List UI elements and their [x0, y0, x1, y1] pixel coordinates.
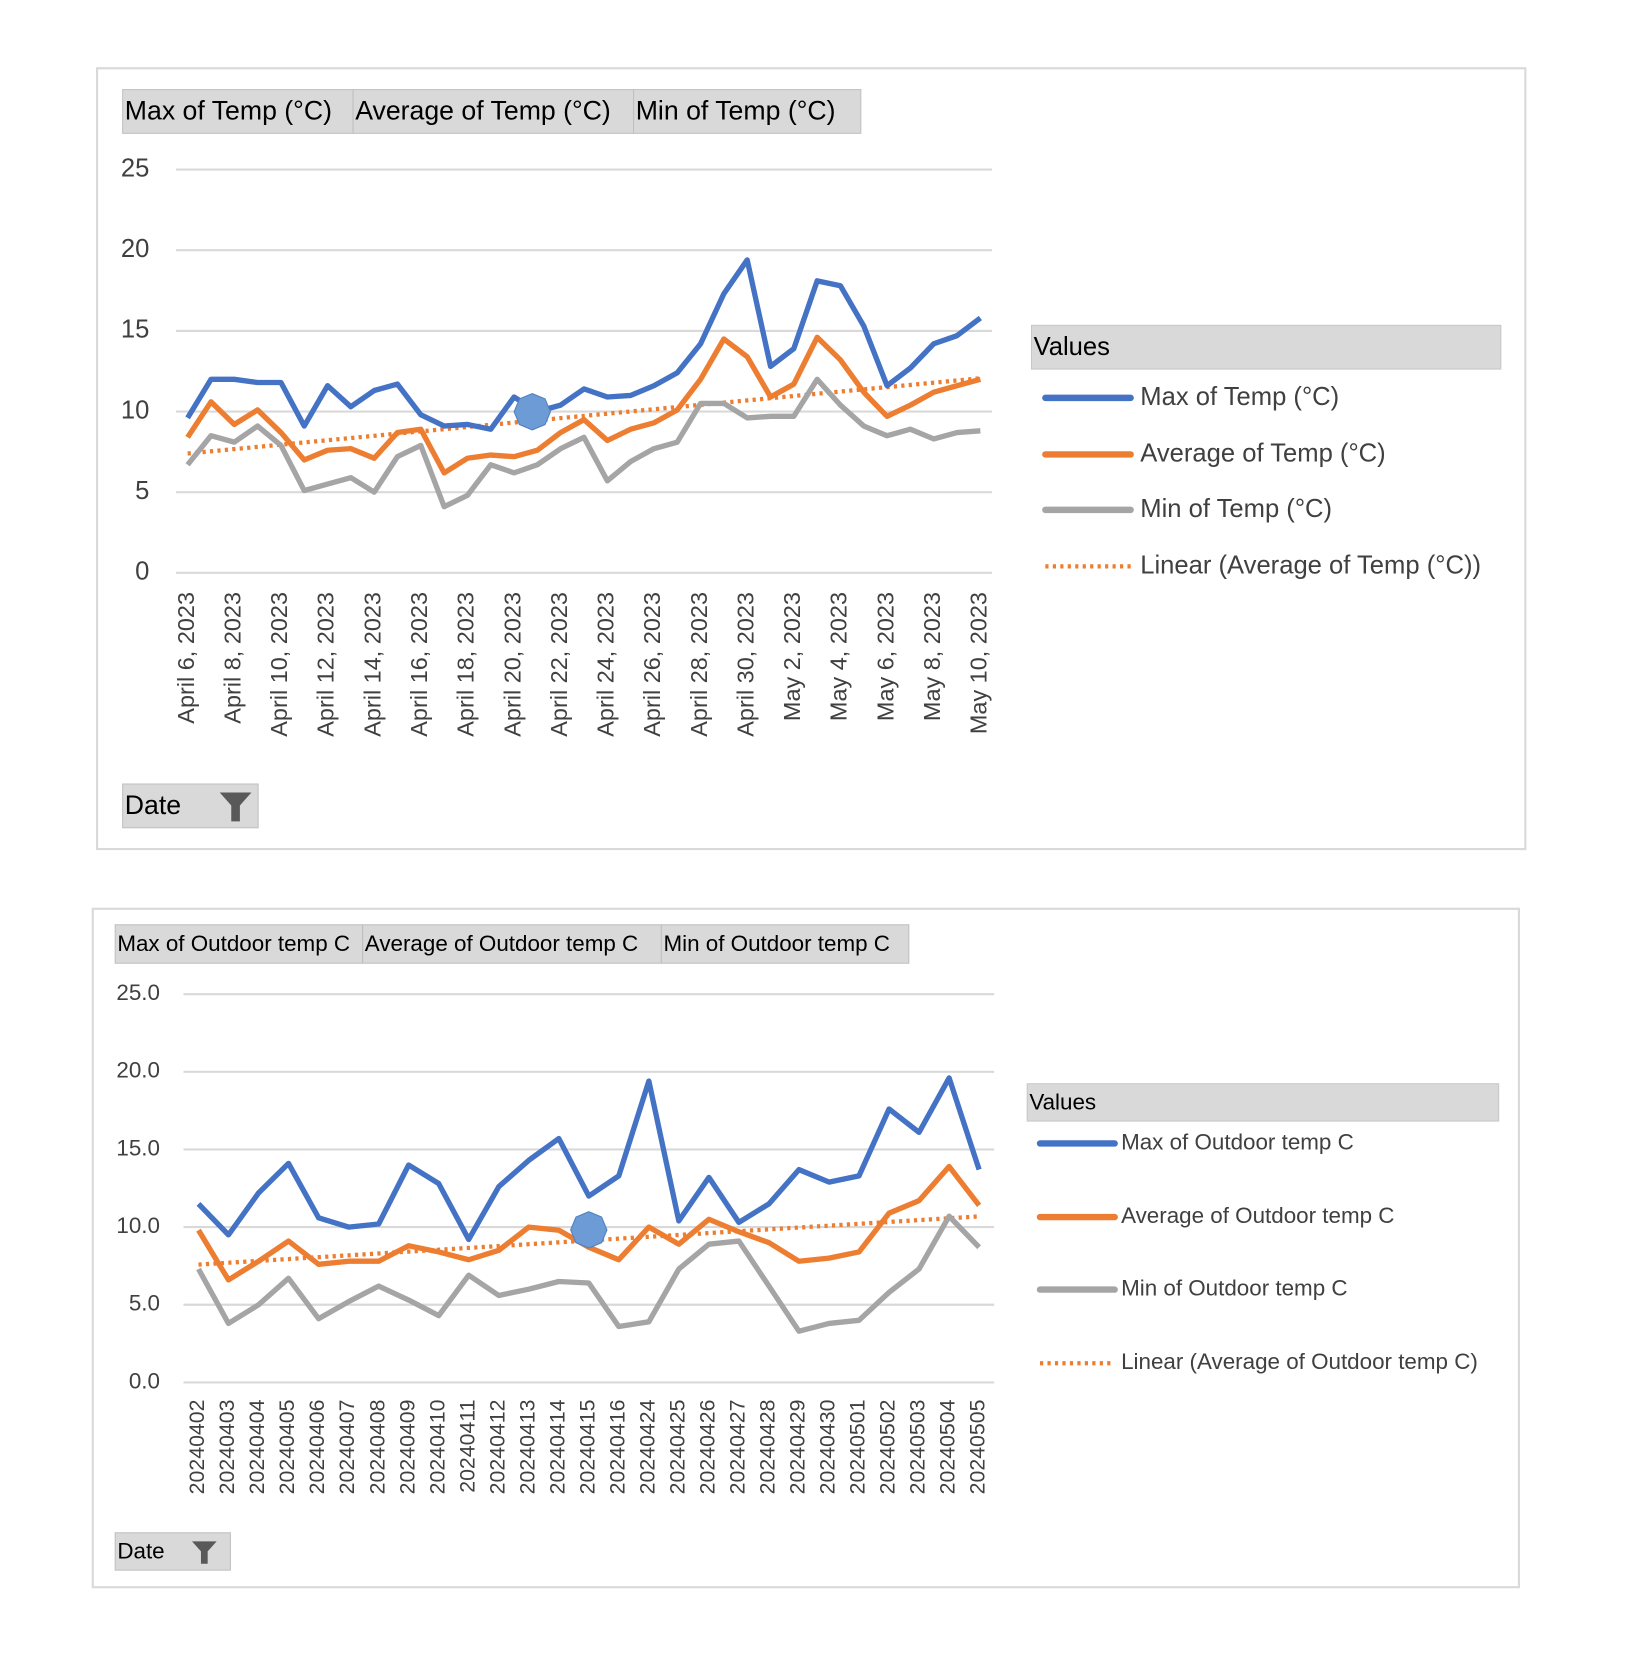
- x-tick-label: 20240412: [485, 1399, 509, 1494]
- x-tick-label: 20240501: [846, 1399, 870, 1494]
- cursor-marker: [570, 1211, 608, 1249]
- x-tick-label: May 6, 2023: [872, 592, 898, 721]
- x-tick-label: April 18, 2023: [453, 592, 479, 737]
- x-tick-label: 20240403: [215, 1399, 239, 1494]
- x-tick-label: 20240424: [635, 1399, 659, 1494]
- x-tick-label: 20240415: [575, 1399, 599, 1494]
- x-tick-label: 20240407: [335, 1399, 359, 1494]
- legend-header: [1030, 324, 1502, 370]
- x-tick-label: 20240425: [666, 1399, 690, 1494]
- y-tick-label: 5.0: [129, 1291, 160, 1316]
- y-tick-label: 25: [121, 154, 149, 182]
- x-tick-label: April 12, 2023: [313, 592, 339, 737]
- field-button[interactable]: [122, 89, 354, 134]
- x-tick-label: April 26, 2023: [639, 592, 665, 737]
- legend-label: Linear (Average of Outdoor temp C): [1121, 1349, 1478, 1374]
- filter-icon: [192, 1541, 217, 1564]
- series-line: [196, 1075, 982, 1243]
- chart-frame: [96, 67, 1527, 851]
- legend-label: Max of Outdoor temp C: [1121, 1129, 1354, 1154]
- y-tick-label: 15.0: [116, 1135, 160, 1160]
- x-tick-label: 20240411: [455, 1399, 479, 1492]
- y-tick-label: 20.0: [116, 1058, 160, 1083]
- field-button-label[interactable]: Average of Temp (°C): [355, 96, 611, 126]
- y-tick-label: 20: [121, 235, 149, 263]
- x-tick-label: 20240503: [906, 1399, 930, 1494]
- x-tick-label: 20240408: [365, 1399, 389, 1494]
- x-tick-label: 20240430: [816, 1399, 840, 1494]
- field-button[interactable]: [633, 89, 862, 134]
- x-tick-label: 20240428: [756, 1399, 780, 1494]
- y-tick-label: 15: [121, 316, 149, 344]
- x-tick-label: May 10, 2023: [966, 592, 992, 734]
- y-tick-label: 0: [135, 558, 149, 586]
- x-tick-label: April 6, 2023: [173, 592, 199, 724]
- y-tick-label: 0.0: [129, 1368, 160, 1393]
- field-button-label[interactable]: Max of Outdoor temp C: [117, 931, 350, 956]
- y-tick-label: 5: [135, 477, 149, 505]
- x-tick-label: May 2, 2023: [779, 592, 805, 721]
- field-button-label[interactable]: Min of Temp (°C): [636, 96, 836, 126]
- x-tick-label: 20240502: [876, 1399, 900, 1494]
- x-tick-label: 20240405: [275, 1399, 299, 1494]
- x-tick-label: April 14, 2023: [359, 592, 385, 737]
- legend-label: Average of Outdoor temp C: [1121, 1203, 1394, 1228]
- x-tick-label: April 30, 2023: [732, 592, 758, 737]
- x-tick-label: April 22, 2023: [546, 592, 572, 737]
- field-button-label[interactable]: Min of Outdoor temp C: [663, 931, 890, 956]
- x-tick-label: 20240406: [305, 1399, 329, 1494]
- filter-button-label[interactable]: Date: [125, 790, 181, 820]
- y-tick-label: 10.0: [116, 1213, 160, 1238]
- x-tick-label: 20240416: [605, 1399, 629, 1494]
- legend-label: Min of Outdoor temp C: [1121, 1276, 1348, 1301]
- y-tick-label: 25.0: [116, 980, 160, 1005]
- legend-label: Linear (Average of Temp (°C)): [1140, 551, 1481, 579]
- series-line: [196, 1213, 982, 1334]
- x-tick-label: 20240505: [966, 1399, 990, 1494]
- x-tick-label: April 28, 2023: [686, 592, 712, 737]
- x-tick-label: 20240504: [936, 1399, 960, 1494]
- filter-button-label[interactable]: Date: [117, 1538, 164, 1563]
- cursor-marker: [513, 393, 551, 431]
- chart-frame: [91, 907, 1520, 1589]
- field-button[interactable]: [352, 89, 635, 134]
- series-line: [185, 257, 982, 432]
- x-tick-label: 20240413: [515, 1399, 539, 1494]
- field-button-label[interactable]: Average of Outdoor temp C: [365, 931, 638, 956]
- filter-button[interactable]: [114, 1532, 231, 1571]
- trendline: [187, 376, 981, 456]
- x-tick-label: 20240409: [395, 1399, 419, 1494]
- x-tick-label: 20240404: [245, 1399, 269, 1494]
- field-button[interactable]: [362, 924, 662, 964]
- legend-label: Average of Temp (°C): [1140, 439, 1385, 467]
- x-tick-label: April 20, 2023: [499, 592, 525, 737]
- legend-title: Values: [1029, 1089, 1096, 1114]
- x-tick-label: 20240402: [185, 1399, 209, 1494]
- x-tick-label: April 10, 2023: [266, 592, 292, 737]
- legend-label: Max of Temp (°C): [1140, 383, 1339, 411]
- series-line: [185, 334, 982, 476]
- legend-title: Values: [1034, 333, 1110, 361]
- field-button-label[interactable]: Max of Temp (°C): [125, 96, 332, 126]
- field-button[interactable]: [114, 924, 364, 964]
- y-tick-label: 10: [121, 396, 149, 424]
- series-line: [185, 376, 981, 510]
- legend-label: Min of Temp (°C): [1140, 495, 1332, 523]
- x-tick-label: April 24, 2023: [593, 592, 619, 737]
- x-tick-label: April 8, 2023: [219, 592, 245, 724]
- x-tick-label: 20240427: [726, 1399, 750, 1494]
- x-tick-label: 20240414: [545, 1399, 569, 1494]
- x-tick-label: April 16, 2023: [406, 592, 432, 737]
- field-button[interactable]: [660, 924, 910, 964]
- legend-header: [1026, 1083, 1500, 1122]
- x-tick-label: May 4, 2023: [826, 592, 852, 721]
- x-tick-label: 20240426: [696, 1399, 720, 1494]
- x-tick-label: 20240410: [425, 1399, 449, 1494]
- filter-icon: [219, 792, 252, 822]
- x-tick-label: May 8, 2023: [919, 592, 945, 721]
- x-tick-label: 20240429: [786, 1399, 810, 1494]
